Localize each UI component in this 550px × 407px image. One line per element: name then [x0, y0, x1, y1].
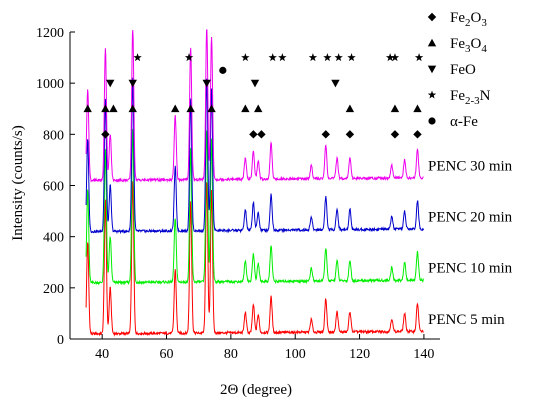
marker-star [241, 53, 250, 62]
legend-label-part: 2 [465, 17, 471, 29]
marker-triangle-down [106, 79, 115, 88]
marker-diamond [249, 130, 258, 139]
marker-star [184, 53, 194, 62]
y-tick-label: 200 [43, 282, 64, 297]
legend-diamond-icon [427, 12, 437, 22]
series-label: PENC 10 min [428, 261, 513, 277]
marker-star [133, 53, 142, 62]
y-tick-label: 800 [43, 128, 64, 143]
series-label: PENC 20 min [428, 209, 513, 225]
marker-triangle-up [254, 104, 263, 113]
legend-label: FeO [450, 62, 476, 78]
marker-diamond [413, 130, 422, 139]
legend-label-part: Fe [450, 10, 465, 26]
marker-triangle-down [128, 79, 137, 88]
legend-label-part: N [480, 88, 491, 104]
legend-circle-icon [428, 117, 436, 125]
x-tick-label: 140 [413, 347, 434, 362]
marker-circle [219, 66, 227, 74]
marker-triangle-up [241, 104, 250, 113]
legend-label-part: 3 [481, 17, 487, 29]
phase-markers [83, 53, 424, 139]
legend-triangle-up-icon [427, 38, 437, 47]
marker-diamond [257, 130, 266, 139]
marker-triangle-down [202, 79, 211, 88]
series-line-3 [85, 77, 424, 235]
marker-triangle-up [345, 104, 355, 113]
legend-label-part: α-Fe [450, 114, 478, 130]
legend-label-part: Fe [450, 36, 465, 52]
legend-label-part: 4 [481, 43, 487, 55]
y-tick-label: 1200 [36, 26, 64, 41]
x-tick-label: 60 [160, 347, 174, 362]
marker-star [308, 53, 318, 62]
legend-triangle-down-icon [427, 65, 437, 74]
marker-star [323, 53, 332, 62]
marker-triangle-up [171, 104, 180, 113]
marker-diamond [321, 130, 330, 139]
marker-star [390, 53, 400, 62]
x-tick-label: 120 [349, 347, 370, 362]
series-label: PENC 5 min [428, 312, 505, 328]
legend-label-part: Fe [450, 88, 465, 104]
marker-triangle-up [109, 104, 118, 113]
legend-label: Fe3O4 [450, 36, 487, 55]
legend-label: Fe2O3 [450, 10, 487, 29]
series-line-2 [85, 129, 424, 286]
x-tick-label: 40 [95, 347, 109, 362]
marker-diamond [345, 130, 355, 139]
y-tick-label: 1000 [36, 77, 64, 92]
marker-triangle-up [207, 104, 216, 113]
marker-diamond [101, 130, 110, 139]
y-tick-label: 0 [57, 333, 64, 348]
y-tick-label: 400 [43, 231, 64, 246]
marker-triangle-down [250, 79, 260, 88]
x-axis-label: 2Θ (degree) [220, 382, 292, 398]
legend-label-part: O [471, 10, 482, 26]
axes: 0 200 400 600 800 1000 1200 40 60 80 100 120 140 [36, 26, 440, 362]
legend-label-part: O [471, 36, 482, 52]
marker-diamond [390, 130, 400, 139]
marker-star [278, 53, 287, 62]
marker-triangle-up [83, 104, 92, 113]
marker-triangle-up [413, 104, 422, 113]
legend-star-icon [427, 90, 437, 99]
x-tick-label: 80 [224, 347, 238, 362]
diffraction-curves [85, 29, 424, 337]
marker-star [334, 53, 343, 62]
curve-labels: PENC 5 min PENC 10 min PENC 20 min PENC 30 … [428, 158, 513, 328]
series-line-4 [85, 29, 424, 183]
marker-triangle-down [331, 79, 340, 88]
legend-label: α-Fe [450, 114, 478, 130]
legend-label-part: 2-3 [465, 95, 480, 107]
legend-label: Fe2-3N [450, 88, 491, 107]
marker-star [268, 53, 277, 62]
marker-star [385, 53, 395, 62]
marker-triangle-up [186, 104, 195, 113]
y-axis-label: Intensity (counts/s) [10, 125, 26, 240]
marker-triangle-up [390, 104, 400, 113]
marker-triangle-up [101, 104, 110, 113]
y-tick-label: 600 [43, 180, 64, 195]
marker-star [414, 53, 424, 62]
legend-label-part: 3 [465, 43, 471, 55]
legend-label-part: FeO [450, 62, 476, 78]
series-label: PENC 30 min [428, 158, 513, 174]
x-tick-label: 100 [285, 347, 306, 362]
marker-star [347, 53, 356, 62]
series-line-1 [85, 181, 424, 337]
marker-triangle-up [128, 104, 137, 113]
